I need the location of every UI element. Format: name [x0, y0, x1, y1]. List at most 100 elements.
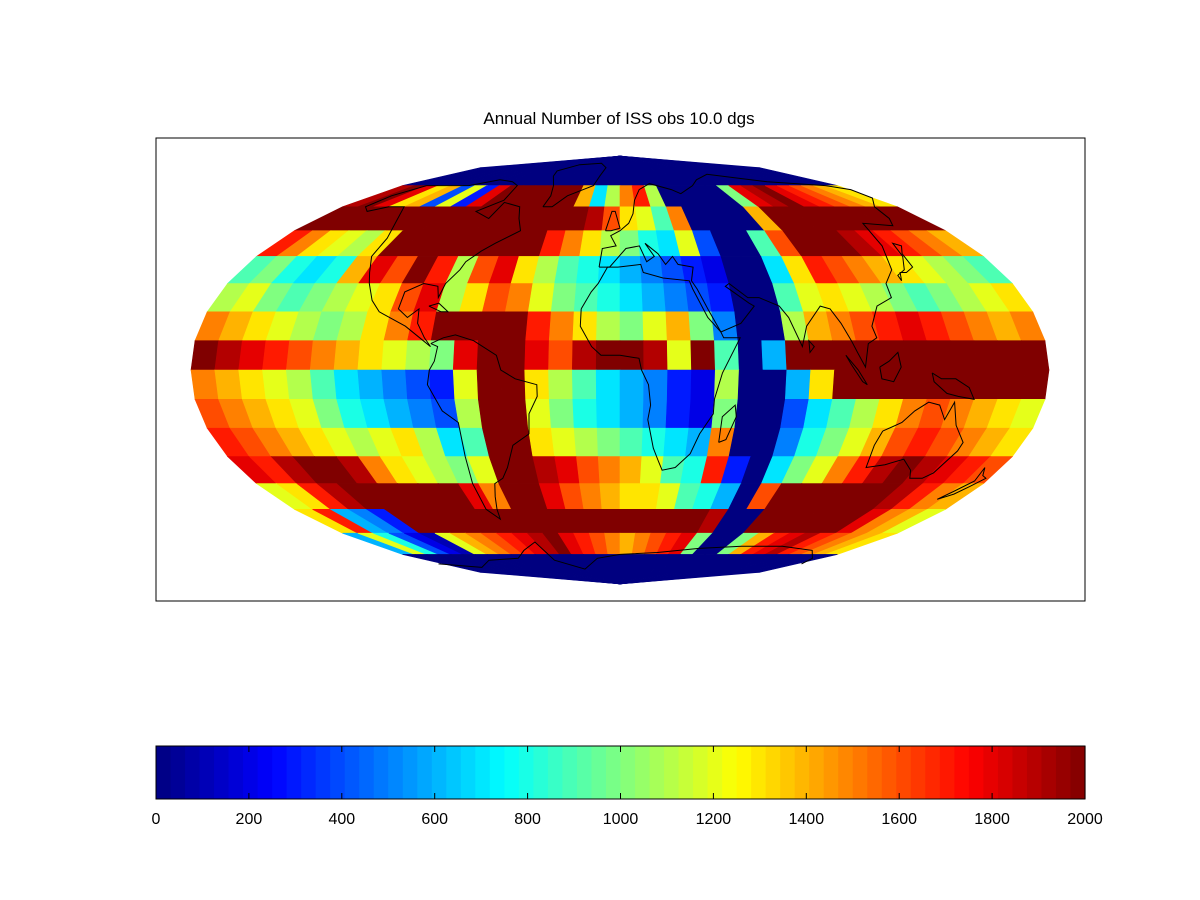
colorbar-swatch — [431, 746, 447, 799]
map-cell — [596, 283, 621, 313]
colorbar-tick-label: 1400 — [789, 811, 825, 828]
colorbar-swatch — [228, 746, 244, 799]
colorbar-swatch — [751, 746, 767, 799]
map-cell — [357, 340, 385, 371]
coastline-path — [891, 242, 914, 282]
map-cell — [238, 369, 267, 400]
map-cell — [572, 398, 598, 429]
map-cell — [643, 340, 669, 371]
coastline-path — [426, 334, 538, 521]
colorbar-swatch — [156, 746, 172, 799]
map-cell — [663, 283, 690, 313]
colorbar-swatch — [533, 746, 549, 799]
coastline-path — [865, 400, 964, 479]
colorbar-swatch — [460, 746, 476, 799]
colorbar-swatch — [475, 746, 491, 799]
map-cell — [262, 340, 290, 371]
map-cell — [309, 340, 338, 371]
map-cell — [663, 427, 690, 457]
map-cell — [665, 311, 692, 342]
map-cell — [595, 369, 621, 400]
colorbar-swatch — [693, 746, 709, 799]
map-cell — [599, 230, 621, 257]
colorbar-swatch — [591, 746, 607, 799]
map-cell — [641, 283, 667, 313]
map-cell — [527, 283, 555, 313]
map-cell — [548, 311, 575, 342]
colorbar-swatch — [170, 746, 186, 799]
colorbar-swatch — [780, 746, 796, 799]
map-cell — [571, 340, 597, 371]
map-cell — [548, 398, 575, 429]
colorbar-tick-label: 0 — [152, 811, 161, 828]
colorbar-tick-label: 1000 — [603, 811, 639, 828]
map-cell — [500, 369, 526, 400]
map-cell — [381, 340, 408, 371]
map-cell — [452, 369, 479, 400]
colorbar-swatch — [910, 746, 926, 799]
map-cell — [1021, 369, 1050, 400]
map-cell — [639, 456, 664, 484]
map-cell — [973, 369, 1002, 400]
map-cell — [997, 340, 1026, 371]
colorbar-swatch — [518, 746, 535, 799]
colorbar-tick-label: 1200 — [696, 811, 732, 828]
map-cell — [619, 398, 644, 429]
colorbar-swatch — [373, 746, 389, 799]
map-cell — [761, 369, 788, 400]
colorbar-swatch — [620, 746, 636, 799]
map-cell — [619, 508, 639, 534]
map-cell — [571, 369, 597, 400]
map-cell — [761, 340, 788, 371]
coastline-path — [605, 210, 621, 232]
colorbar-swatch — [359, 746, 375, 799]
map-cell — [879, 340, 907, 371]
map-cell — [597, 256, 621, 284]
colorbar-swatch — [954, 746, 970, 799]
coastline-path — [936, 467, 987, 500]
coastline-path — [598, 173, 894, 369]
map-cell — [333, 340, 361, 371]
map-cell — [601, 508, 621, 534]
map-cell — [550, 283, 577, 313]
colorbar-tick-label: 1600 — [881, 811, 917, 828]
map-cell — [190, 369, 219, 400]
colorbar-swatch — [1012, 746, 1028, 799]
coastline-path — [879, 351, 902, 383]
map-cell — [639, 256, 664, 284]
map-cell — [572, 311, 598, 342]
map-cell — [688, 311, 715, 342]
coastline-path — [808, 339, 815, 354]
colorbar-swatch — [214, 746, 230, 799]
map-cell — [641, 427, 667, 457]
coastline-path — [579, 263, 742, 471]
map-cell — [619, 256, 643, 284]
coastlines — [364, 162, 987, 570]
map-cell — [238, 340, 267, 371]
colorbar-swatch — [635, 746, 651, 799]
colorbar-swatch — [765, 746, 781, 799]
colorbar-swatch — [983, 746, 999, 799]
map-cell — [879, 369, 907, 400]
colorbar-swatch — [1055, 746, 1072, 799]
colorbar-swatch — [968, 746, 984, 799]
colorbar-tick-label: 600 — [421, 811, 448, 828]
map-cell — [714, 369, 740, 400]
map-cell — [333, 369, 361, 400]
colorbar-swatch — [707, 746, 723, 799]
map-cell — [214, 340, 243, 371]
colorbar-swatch — [417, 746, 433, 799]
coastline-path — [428, 302, 450, 313]
map-cell — [619, 206, 639, 231]
map-cell — [579, 230, 603, 257]
colorbar-swatch — [489, 746, 505, 799]
colorbar-swatch — [1041, 746, 1057, 799]
colorbar-swatch — [547, 746, 564, 799]
map-cell — [619, 571, 760, 585]
map-cell — [690, 340, 716, 371]
map-cell — [596, 427, 621, 457]
colorbar-swatch — [257, 746, 273, 799]
colorbar-tick-label: 400 — [328, 811, 355, 828]
colorbar-swatch — [199, 746, 215, 799]
map-cell — [784, 369, 812, 400]
